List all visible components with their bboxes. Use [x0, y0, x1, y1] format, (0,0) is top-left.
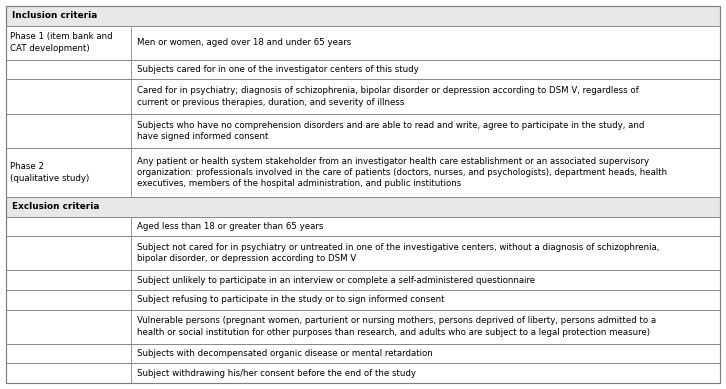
Bar: [6, 270, 131, 290]
Text: Subjects cared for in one of the investigator centers of this study: Subjects cared for in one of the investi…: [137, 65, 419, 74]
Bar: [6, 310, 131, 344]
Text: Phase 2
(qualitative study): Phase 2 (qualitative study): [10, 162, 89, 183]
Bar: [6, 148, 131, 197]
Text: Subject withdrawing his/her consent before the end of the study: Subject withdrawing his/her consent befo…: [137, 369, 416, 378]
Text: Men or women, aged over 18 and under 65 years: Men or women, aged over 18 and under 65 …: [137, 38, 351, 47]
Text: Subject not cared for in psychiatry or untreated in one of the investigative cen: Subject not cared for in psychiatry or u…: [137, 243, 659, 263]
Bar: [6, 114, 131, 148]
Text: Cared for in psychiatry; diagnosis of schizophrenia, bipolar disorder or depress: Cared for in psychiatry; diagnosis of sc…: [137, 86, 639, 107]
Text: Exclusion criteria: Exclusion criteria: [12, 202, 99, 211]
Bar: [6, 79, 131, 114]
Bar: [6, 60, 131, 79]
Bar: [131, 79, 720, 114]
Text: Aged less than 18 or greater than 65 years: Aged less than 18 or greater than 65 yea…: [137, 222, 323, 231]
Text: Any patient or health system stakeholder from an investigator health care establ: Any patient or health system stakeholder…: [137, 156, 667, 188]
Bar: [131, 60, 720, 79]
Text: Subjects who have no comprehension disorders and are able to read and write, agr: Subjects who have no comprehension disor…: [137, 121, 645, 141]
Text: Subject unlikely to participate in an interview or complete a self-administered : Subject unlikely to participate in an in…: [137, 276, 535, 285]
Bar: [131, 217, 720, 236]
Text: Vulnerable persons (pregnant women, parturient or nursing mothers, persons depri: Vulnerable persons (pregnant women, part…: [137, 317, 656, 337]
Bar: [131, 270, 720, 290]
Bar: [131, 114, 720, 148]
Bar: [131, 236, 720, 270]
Bar: [6, 363, 131, 383]
Bar: [6, 236, 131, 270]
Bar: [6, 344, 131, 363]
Bar: [6, 6, 720, 26]
Bar: [6, 217, 131, 236]
Text: Phase 1 (item bank and
CAT development): Phase 1 (item bank and CAT development): [10, 33, 113, 53]
Bar: [131, 363, 720, 383]
Bar: [131, 344, 720, 363]
Bar: [131, 310, 720, 344]
Text: Inclusion criteria: Inclusion criteria: [12, 11, 97, 20]
Bar: [131, 290, 720, 310]
Text: Subject refusing to participate in the study or to sign informed consent: Subject refusing to participate in the s…: [137, 295, 444, 304]
Bar: [131, 148, 720, 197]
Text: Subjects with decompensated organic disease or mental retardation: Subjects with decompensated organic dise…: [137, 349, 433, 358]
Bar: [6, 290, 131, 310]
Bar: [6, 26, 131, 60]
Bar: [6, 197, 720, 217]
Bar: [131, 26, 720, 60]
